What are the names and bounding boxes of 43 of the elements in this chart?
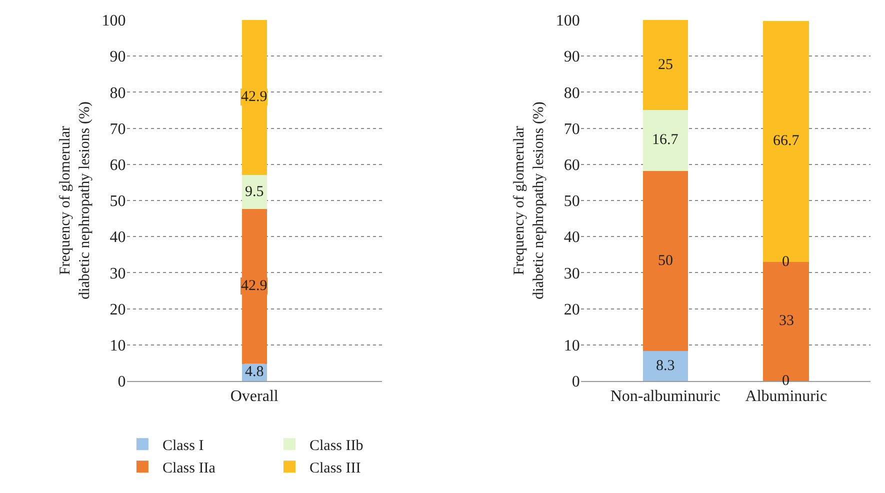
data-label: 4.8 [245,364,264,380]
legend-label: Class I [162,438,204,454]
y-axis-title: Frequency of glomerular diabetic nephropathy lesions (%) [512,102,548,300]
x-tick-label: Non-albuminuric [610,388,721,406]
annotation: 0 [782,254,790,270]
y-tick-label: 30 [110,265,126,282]
y-tick-label: 30 [564,265,580,282]
y-tick-label: 50 [110,193,126,210]
y-tick-label: 10 [110,338,126,354]
y-tick-label: 70 [564,120,580,138]
y-tick-label: 70 [110,120,126,138]
data-label: 9.5 [245,184,264,200]
legend-label: Class IIb [310,438,364,454]
data-label: 8.3 [656,358,675,374]
y-tick-label: 90 [564,48,580,66]
y-tick-label: 60 [110,157,126,174]
y-tick-label: 40 [564,229,580,246]
y-tick-label: 20 [564,301,580,318]
x-tick-label: Overall [230,388,279,406]
y-tick-label: 80 [564,84,580,102]
y-tick-label: 80 [110,84,126,102]
y-tick-label: 0 [572,374,580,391]
data-label: 16.7 [652,132,679,148]
data-label: 50 [658,253,673,269]
data-label: 42.9 [241,89,268,105]
data-label: 25 [658,57,673,73]
y-axis-title: Frequency of glomerular diabetic nephropathy lesions (%) [58,102,94,300]
y-tick-label: 0 [118,374,126,391]
y-tick-label: 50 [564,193,580,210]
data-label: 66.7 [773,133,800,149]
x-tick-label: Albuminuric [745,388,828,406]
y-tick-label: 100 [102,12,126,30]
legend-label: Class IIa [162,460,216,477]
y-tick-label: 100 [556,12,580,30]
data-label: 33 [779,313,794,329]
y-tick-label: 40 [110,229,126,246]
y-tick-label: 60 [564,157,580,174]
legend-label: Class III [310,460,361,477]
data-label: 42.9 [241,278,268,294]
y-tick-label: 20 [110,301,126,318]
y-tick-label: 90 [110,48,126,66]
annotation: 0 [782,373,790,389]
y-tick-label: 10 [564,338,580,354]
